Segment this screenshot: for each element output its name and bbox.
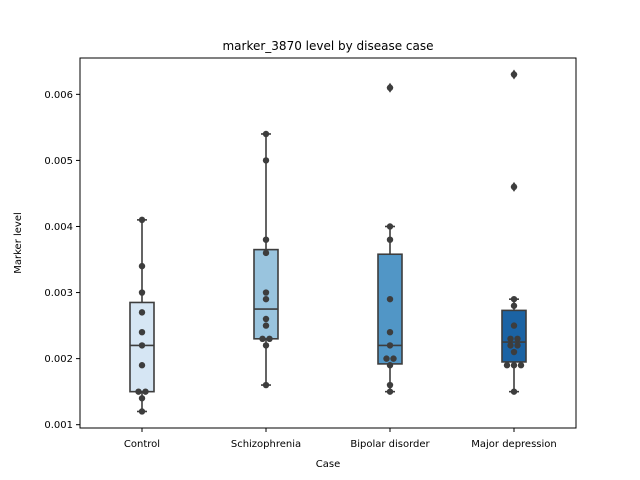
data-point bbox=[138, 395, 146, 402]
data-point bbox=[262, 381, 270, 389]
data-point bbox=[510, 388, 518, 395]
chart-title: marker_3870 level by disease case bbox=[222, 39, 433, 53]
data-point bbox=[262, 322, 270, 329]
data-point bbox=[386, 388, 394, 395]
data-point bbox=[386, 381, 394, 389]
data-point bbox=[262, 130, 270, 138]
data-point bbox=[507, 335, 514, 343]
data-point bbox=[517, 362, 525, 369]
x-tick-label: Schizophrenia bbox=[231, 439, 301, 450]
y-axis: 0.001 0.002 0.003 0.004 0.005 0.006 bbox=[44, 90, 80, 431]
plot-frame bbox=[79, 57, 577, 429]
data-point bbox=[514, 342, 521, 349]
x-tick-label: Control bbox=[124, 439, 160, 450]
data-point bbox=[386, 236, 394, 243]
x-axis-label: Case bbox=[316, 459, 340, 470]
x-tick-label: Major depression bbox=[471, 439, 557, 450]
data-point bbox=[386, 362, 394, 369]
data-point bbox=[510, 295, 518, 303]
data-point bbox=[386, 328, 394, 336]
x-axis: Control Schizophrenia Bipolar disorder Majo… bbox=[124, 428, 557, 450]
data-point bbox=[138, 309, 146, 316]
data-point bbox=[138, 262, 146, 270]
data-point bbox=[510, 302, 518, 309]
y-tick-label: 0.002 bbox=[44, 354, 73, 365]
y-tick-label: 0.004 bbox=[44, 222, 73, 233]
data-point bbox=[135, 388, 142, 395]
data-point bbox=[266, 335, 273, 343]
y-tick-label: 0.003 bbox=[44, 288, 73, 299]
y-tick-label: 0.001 bbox=[44, 420, 73, 431]
data-point bbox=[510, 71, 518, 78]
data-point bbox=[262, 295, 270, 303]
data-point bbox=[386, 223, 394, 230]
data-point bbox=[138, 289, 146, 296]
data-point bbox=[390, 355, 397, 362]
data-point bbox=[386, 295, 394, 303]
data-point bbox=[503, 362, 511, 369]
data-point bbox=[138, 408, 146, 415]
y-tick-label: 0.005 bbox=[44, 156, 73, 167]
data-point bbox=[262, 236, 270, 243]
data-point bbox=[259, 335, 266, 343]
data-point bbox=[510, 183, 518, 191]
data-point bbox=[383, 355, 390, 362]
data-point bbox=[262, 342, 270, 349]
data-point bbox=[138, 216, 146, 224]
plot-area bbox=[129, 69, 527, 415]
data-point bbox=[386, 84, 394, 91]
data-point bbox=[138, 362, 146, 369]
data-point bbox=[262, 157, 270, 164]
data-point bbox=[507, 342, 514, 349]
x-tick-label: Bipolar disorder bbox=[350, 439, 430, 450]
data-point bbox=[142, 388, 149, 395]
data-point bbox=[510, 362, 518, 369]
y-tick-label: 0.006 bbox=[44, 90, 73, 101]
data-point bbox=[510, 348, 518, 356]
data-point bbox=[510, 322, 518, 329]
data-point bbox=[262, 289, 270, 296]
data-point bbox=[262, 315, 270, 323]
data-point bbox=[514, 335, 521, 343]
data-point bbox=[138, 342, 146, 349]
data-point bbox=[138, 328, 146, 336]
y-axis-label: Marker level bbox=[13, 212, 24, 274]
data-point bbox=[386, 342, 394, 349]
data-point bbox=[262, 249, 270, 257]
